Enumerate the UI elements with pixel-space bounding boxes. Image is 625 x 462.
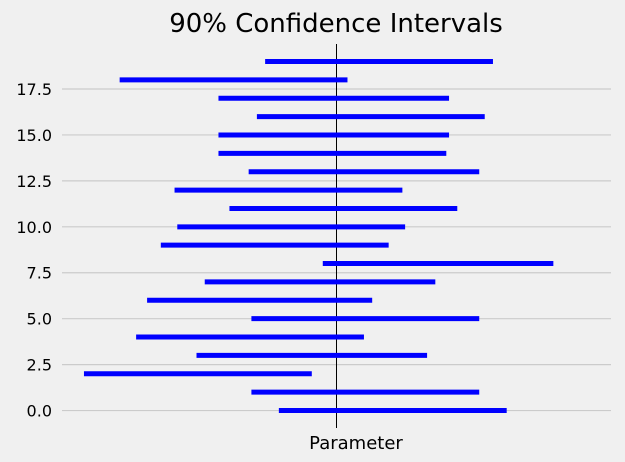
y-tick-label: 0.0: [27, 402, 52, 421]
y-tick-label: 7.5: [27, 264, 52, 283]
y-tick-labels: 0.0 2.5 5.0 7.5 10.0 12.5 15.0 17.5: [16, 80, 52, 421]
y-tick-label: 17.5: [16, 80, 52, 99]
chart-title: 90% Confidence Intervals: [169, 9, 503, 39]
x-axis-label: Parameter: [309, 433, 403, 454]
y-tick-label: 15.0: [16, 126, 52, 145]
y-tick-label: 2.5: [27, 356, 52, 375]
y-tick-label: 10.0: [16, 218, 52, 237]
interval-bars: [83, 58, 554, 414]
y-tick-label: 5.0: [27, 310, 52, 329]
y-tick-label: 12.5: [16, 172, 52, 191]
